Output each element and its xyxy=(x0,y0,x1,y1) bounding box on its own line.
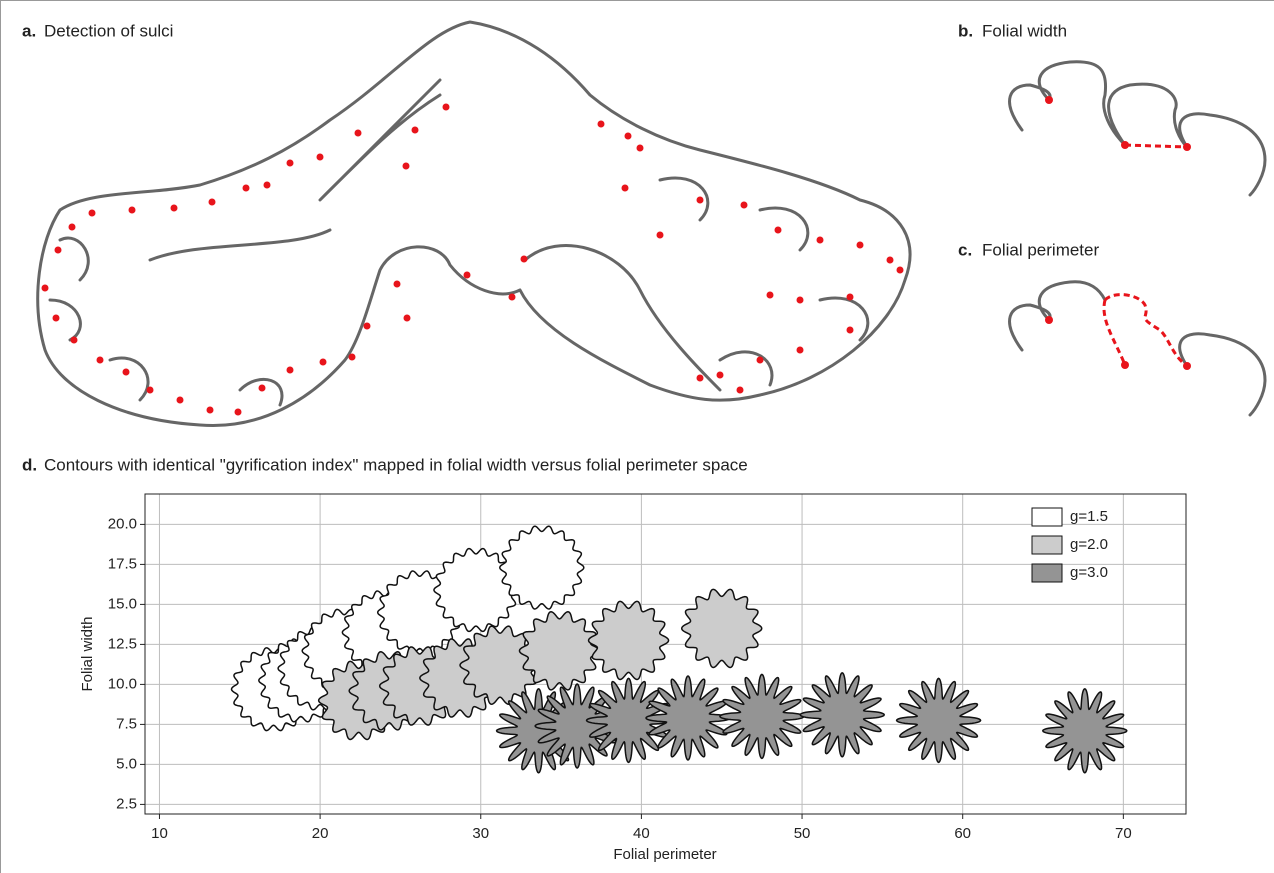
y-tick-label: 7.5 xyxy=(116,715,137,732)
cerebellum-outline xyxy=(38,22,910,426)
legend-label: g=2.0 xyxy=(1070,536,1108,553)
y-tick-label: 10.0 xyxy=(108,675,137,692)
legend-swatch xyxy=(1032,536,1062,554)
flower-point xyxy=(682,589,762,667)
panel-label: b. xyxy=(958,21,973,40)
flower-point xyxy=(800,673,884,757)
y-tick-label: 2.5 xyxy=(116,795,137,812)
plot: 10 20 30 40 50 60 70 2.5 5.0 7.5 10.0 12.5 15.0 17.5 2… xyxy=(108,494,1186,842)
flower-point xyxy=(720,674,804,758)
panel-title: Detection of sulci xyxy=(44,21,173,40)
y-tick-label: 5.0 xyxy=(116,755,137,772)
x-tick-label: 20 xyxy=(312,825,329,842)
figure: a. Detection of sulci b. Folial width c.… xyxy=(0,0,1274,873)
panel-title: Folial width xyxy=(982,21,1067,40)
sulcus-dots xyxy=(1045,96,1191,151)
flower-point xyxy=(646,676,730,760)
flower-point xyxy=(500,526,584,609)
y-tick-label: 20.0 xyxy=(108,515,137,532)
y-tick-label: 15.0 xyxy=(108,595,137,612)
x-tick-label: 60 xyxy=(954,825,971,842)
x-tick-label: 10 xyxy=(151,825,168,842)
y-axis-label: Folial width xyxy=(79,616,96,691)
panel-label: c. xyxy=(958,240,972,259)
y-tick-label: 17.5 xyxy=(108,555,137,572)
legend-label: g=3.0 xyxy=(1070,564,1108,581)
flower-point xyxy=(1043,689,1127,773)
x-tick-label: 30 xyxy=(472,825,489,842)
folia-outline xyxy=(1010,62,1265,195)
width-line xyxy=(1125,145,1187,147)
x-axis-label: Folial perimeter xyxy=(613,846,716,863)
panel-label: a. xyxy=(22,21,36,40)
legend-swatch xyxy=(1032,564,1062,582)
flower-point xyxy=(589,601,669,679)
chart-title: Contours with identical "gyrification in… xyxy=(44,455,748,474)
x-tick-label: 40 xyxy=(633,825,650,842)
x-tick-label: 70 xyxy=(1115,825,1132,842)
panel-label: d. xyxy=(22,455,37,474)
flower-point xyxy=(897,678,981,762)
x-tick-label: 50 xyxy=(794,825,811,842)
folia-outline xyxy=(1010,282,1265,415)
panel-title: Folial perimeter xyxy=(982,240,1099,259)
y-tick-label: 12.5 xyxy=(108,635,137,652)
legend-swatch xyxy=(1032,508,1062,526)
perimeter-line xyxy=(1104,295,1187,366)
legend-label: g=1.5 xyxy=(1070,508,1108,525)
